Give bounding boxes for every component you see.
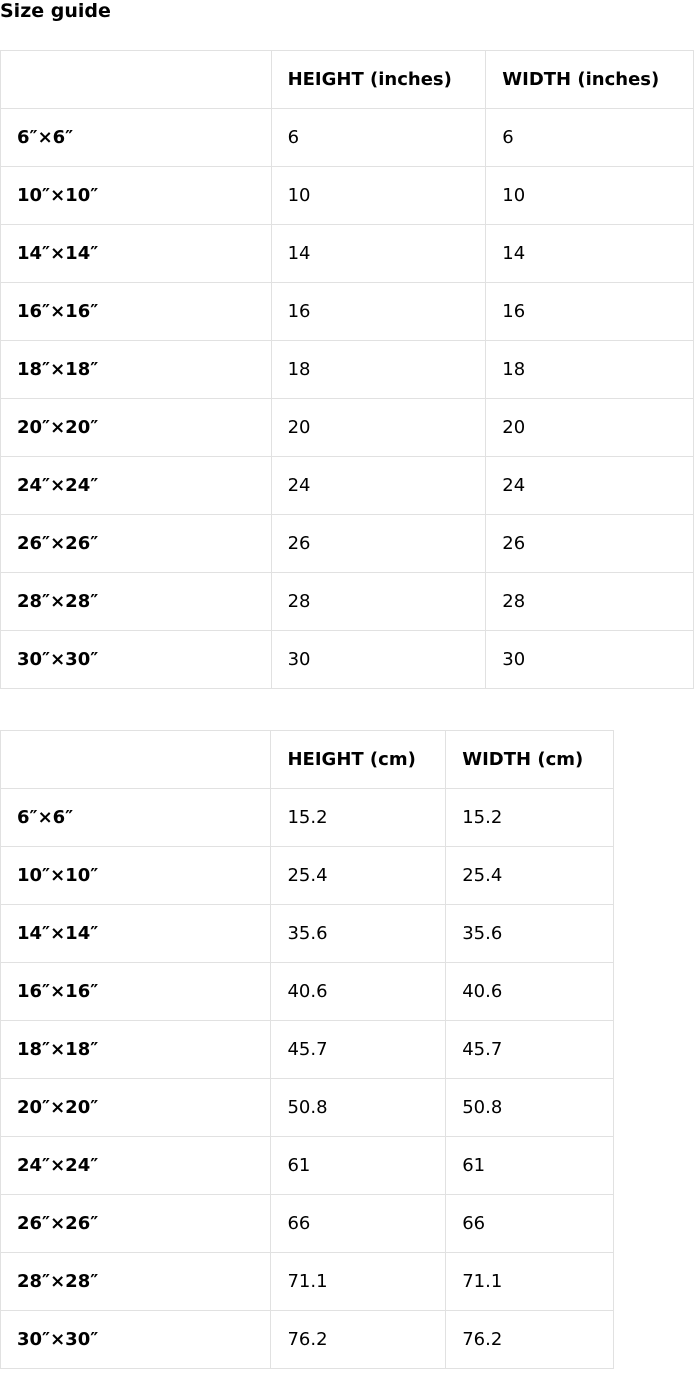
size-label-cell: 16″×16″ [0,962,272,1021]
size-label-cell: 10″×10″ [0,166,272,225]
width-cell: 30 [485,630,694,689]
width-cell: 45.7 [445,1020,614,1079]
height-cell: 20 [270,398,487,457]
table-row: 14″×14″ 35.6 35.6 [0,904,614,963]
table-row: 30″×30″ 76.2 76.2 [0,1310,614,1369]
table-row: 26″×26″ 26 26 [0,514,694,573]
width-cell: 25.4 [445,846,614,905]
column-header: HEIGHT (inches) [270,50,487,109]
column-header [0,730,272,789]
size-label-cell: 16″×16″ [0,282,272,341]
width-cell: 10 [485,166,694,225]
height-cell: 28 [270,572,487,631]
size-label-cell: 30″×30″ [0,630,272,689]
size-label-cell: 20″×20″ [0,398,272,457]
table-row: 14″×14″ 14 14 [0,224,694,283]
height-cell: 76.2 [270,1310,447,1369]
table-row: 10″×10″ 10 10 [0,166,694,225]
width-cell: 18 [485,340,694,399]
table-row: 28″×28″ 28 28 [0,572,694,631]
width-cell: 40.6 [445,962,614,1021]
size-label-cell: 6″×6″ [0,108,272,167]
table-row: 6″×6″ 6 6 [0,108,694,167]
table-row: 24″×24″ 24 24 [0,456,694,515]
width-cell: 66 [445,1194,614,1253]
height-cell: 40.6 [270,962,447,1021]
width-cell: 26 [485,514,694,573]
table-row: 10″×10″ 25.4 25.4 [0,846,614,905]
height-cell: 15.2 [270,788,447,847]
table-row: 18″×18″ 45.7 45.7 [0,1020,614,1079]
height-cell: 61 [270,1136,447,1195]
height-cell: 14 [270,224,487,283]
column-header [0,50,272,109]
table-row: 16″×16″ 40.6 40.6 [0,962,614,1021]
height-cell: 71.1 [270,1252,447,1311]
height-cell: 24 [270,456,487,515]
column-header: WIDTH (cm) [445,730,614,789]
width-cell: 61 [445,1136,614,1195]
height-cell: 6 [270,108,487,167]
table-row: 18″×18″ 18 18 [0,340,694,399]
size-label-cell: 24″×24″ [0,456,272,515]
size-label-cell: 28″×28″ [0,1252,272,1311]
table-row: 24″×24″ 61 61 [0,1136,614,1195]
width-cell: 50.8 [445,1078,614,1137]
height-cell: 18 [270,340,487,399]
width-cell: 24 [485,456,694,515]
size-label-cell: 30″×30″ [0,1310,272,1369]
width-cell: 71.1 [445,1252,614,1311]
size-label-cell: 14″×14″ [0,904,272,963]
size-table-inches: HEIGHT (inches) WIDTH (inches) 6″×6″ 6 6 10″… [0,50,694,689]
size-label-cell: 28″×28″ [0,572,272,631]
size-label-cell: 26″×26″ [0,1194,272,1253]
size-label-cell: 18″×18″ [0,340,272,399]
size-label-cell: 6″×6″ [0,788,272,847]
width-cell: 16 [485,282,694,341]
height-cell: 35.6 [270,904,447,963]
table-row: 6″×6″ 15.2 15.2 [0,788,614,847]
height-cell: 25.4 [270,846,447,905]
header-row: HEIGHT (cm) WIDTH (cm) [0,730,614,789]
height-cell: 16 [270,282,487,341]
column-header: HEIGHT (cm) [270,730,447,789]
page-title: Size guide [0,0,111,22]
size-label-cell: 24″×24″ [0,1136,272,1195]
width-cell: 20 [485,398,694,457]
table-row: 20″×20″ 20 20 [0,398,694,457]
size-label-cell: 10″×10″ [0,846,272,905]
size-label-cell: 20″×20″ [0,1078,272,1137]
table-row: 16″×16″ 16 16 [0,282,694,341]
table-row: 20″×20″ 50.8 50.8 [0,1078,614,1137]
width-cell: 14 [485,224,694,283]
width-cell: 35.6 [445,904,614,963]
height-cell: 26 [270,514,487,573]
table-row: 28″×28″ 71.1 71.1 [0,1252,614,1311]
width-cell: 15.2 [445,788,614,847]
height-cell: 50.8 [270,1078,447,1137]
width-cell: 6 [485,108,694,167]
width-cell: 28 [485,572,694,631]
size-label-cell: 14″×14″ [0,224,272,283]
size-label-cell: 18″×18″ [0,1020,272,1079]
column-header: WIDTH (inches) [485,50,694,109]
height-cell: 66 [270,1194,447,1253]
table-row: 30″×30″ 30 30 [0,630,694,689]
size-label-cell: 26″×26″ [0,514,272,573]
width-cell: 76.2 [445,1310,614,1369]
size-table-cm: HEIGHT (cm) WIDTH (cm) 6″×6″ 15.2 15.2 10″×1… [0,730,614,1369]
height-cell: 30 [270,630,487,689]
height-cell: 10 [270,166,487,225]
table-row: 26″×26″ 66 66 [0,1194,614,1253]
height-cell: 45.7 [270,1020,447,1079]
header-row: HEIGHT (inches) WIDTH (inches) [0,50,694,109]
